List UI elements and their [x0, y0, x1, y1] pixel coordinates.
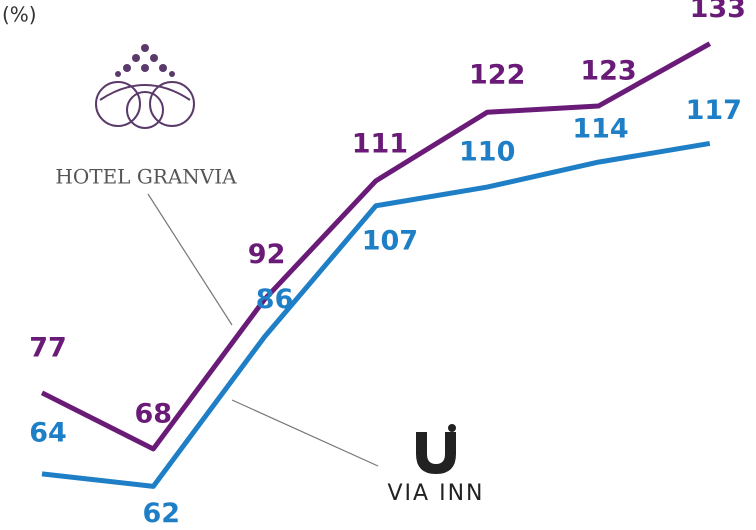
via-inn-logo — [416, 424, 456, 474]
y-axis-label: (%) — [2, 3, 37, 27]
series-label: HOTEL GRANVIA — [55, 165, 237, 189]
data-label: 68 — [135, 398, 173, 429]
data-label: 123 — [580, 56, 636, 87]
series-label: VIA INN — [388, 481, 485, 506]
granvia-logo — [95, 44, 195, 129]
data-label: 111 — [352, 128, 408, 159]
data-label: 133 — [690, 0, 746, 24]
data-label: 64 — [29, 417, 67, 448]
data-label: 110 — [459, 137, 515, 168]
data-label: 114 — [572, 114, 628, 145]
leader-line — [147, 193, 233, 326]
line — [40, 41, 712, 452]
data-label: 122 — [469, 60, 525, 91]
data-label: 86 — [256, 284, 294, 315]
line — [41, 140, 711, 489]
data-label: 77 — [29, 332, 67, 363]
leader-line — [231, 399, 379, 467]
data-label: 62 — [143, 498, 181, 529]
data-label: 117 — [686, 95, 742, 126]
data-label: 92 — [248, 239, 286, 270]
data-label: 107 — [362, 225, 418, 256]
